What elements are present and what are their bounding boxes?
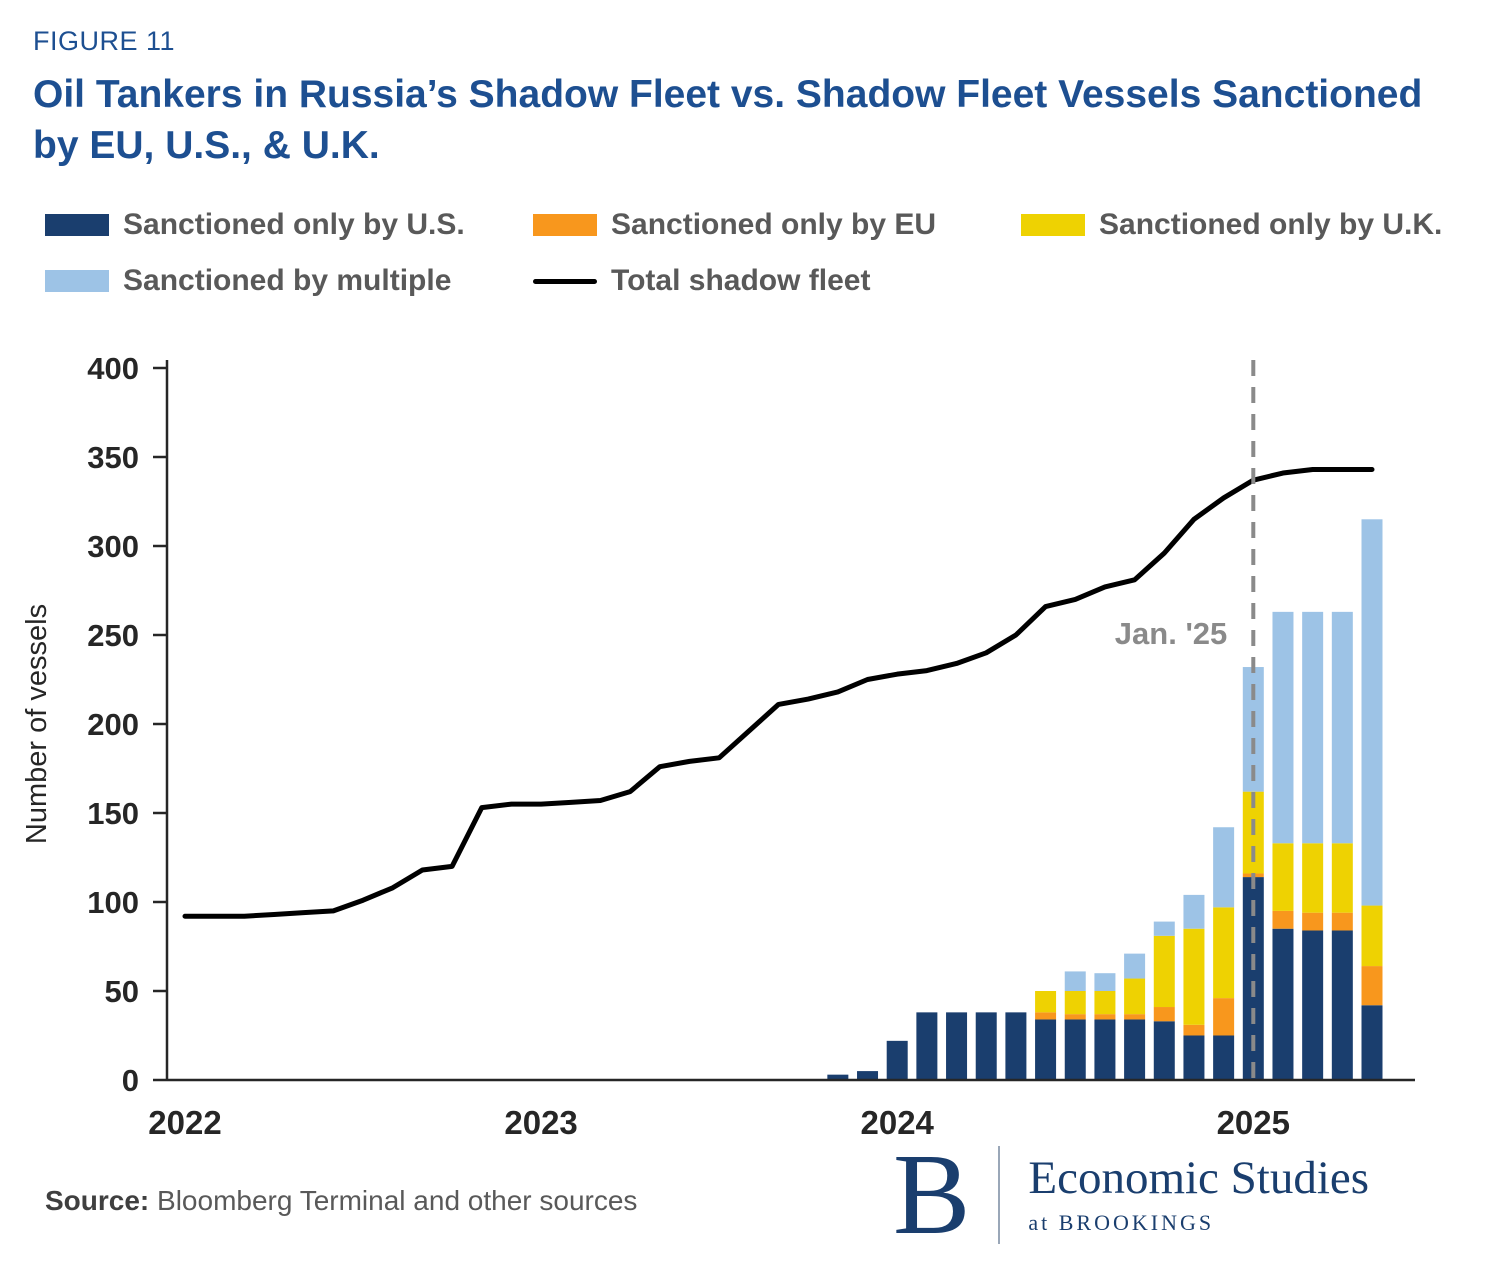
figure-label: FIGURE 11: [33, 26, 176, 56]
source-line: Source: Bloomberg Terminal and other sou…: [45, 1185, 637, 1217]
legend-label-eu: Sanctioned only by EU: [611, 208, 937, 241]
legend-line-swatch: [533, 278, 597, 284]
svg-text:150: 150: [87, 796, 139, 831]
brookings-b-logo: B: [893, 1131, 971, 1259]
legend-item-eu: Sanctioned only by EU: [533, 208, 1021, 242]
svg-text:200: 200: [87, 707, 139, 742]
shadow-fleet-chart: 0 50 100 150 200 250 300 350 400 Jan. '25 2022 2023…: [21, 351, 1415, 1141]
svg-text:2025: 2025: [1217, 1104, 1290, 1141]
svg-text:400: 400: [87, 351, 139, 386]
source-label: Source:: [45, 1185, 150, 1216]
svg-text:0: 0: [122, 1063, 139, 1098]
svg-text:100: 100: [87, 885, 139, 920]
header: FIGURE 11 Oil Tankers in Russia’s Shadow…: [33, 26, 1453, 171]
svg-text:250: 250: [87, 618, 139, 653]
legend-item-total-line: Total shadow fleet: [533, 264, 1021, 298]
logo-text: Economic Studies at BROOKINGS: [1028, 1151, 1370, 1236]
svg-text:2022: 2022: [148, 1104, 221, 1141]
legend-swatch-uk: [1021, 214, 1085, 236]
total-shadow-fleet-line: [182, 466, 1375, 919]
y-axis: 0 50 100 150 200 250 300 350 400: [87, 351, 167, 1098]
logo-at-brookings: at BROOKINGS: [1028, 1210, 1215, 1236]
svg-text:2023: 2023: [504, 1104, 577, 1141]
legend-item-uk: Sanctioned only by U.K.: [1021, 208, 1499, 242]
sanction-bars: [827, 519, 1383, 1080]
legend-label-us: Sanctioned only by U.S.: [123, 208, 465, 241]
logo-divider: [998, 1146, 1001, 1245]
legend-label-multiple: Sanctioned by multiple: [123, 264, 452, 297]
svg-text:2024: 2024: [860, 1104, 934, 1141]
svg-text:50: 50: [105, 974, 139, 1009]
legend-label-uk: Sanctioned only by U.K.: [1099, 208, 1443, 241]
legend-swatch-eu: [533, 214, 597, 236]
source-text: Bloomberg Terminal and other sources: [149, 1185, 638, 1216]
svg-text:300: 300: [87, 529, 139, 564]
svg-text:350: 350: [87, 440, 139, 475]
page-title: Oil Tankers in Russia’s Shadow Fleet vs.…: [33, 73, 1423, 167]
legend-swatch-multiple: [45, 270, 109, 292]
brookings-logo: B Economic Studies at BROOKINGS: [893, 1131, 1370, 1259]
legend: Sanctioned only by U.S. Sanctioned only …: [45, 208, 1499, 298]
y-axis-title: Number of vessels: [21, 604, 53, 844]
legend-label-total-line: Total shadow fleet: [611, 264, 871, 297]
legend-item-us: Sanctioned only by U.S.: [45, 208, 533, 242]
x-axis: 2022 2023 2024 2025: [148, 1104, 1290, 1141]
legend-item-multiple: Sanctioned by multiple: [45, 264, 533, 298]
jan-25-annotation: Jan. '25: [1115, 616, 1228, 651]
logo-economic-studies: Economic Studies: [1028, 1151, 1370, 1204]
legend-swatch-us: [45, 214, 109, 236]
